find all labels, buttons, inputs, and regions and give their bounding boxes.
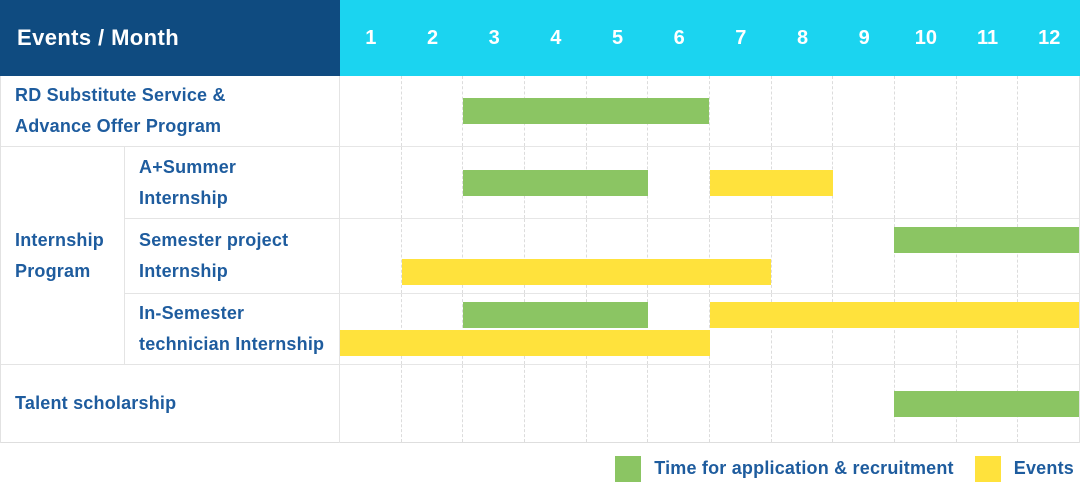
grid-column <box>340 219 401 293</box>
row-label-column: RD Substitute Service & Advance Offer Pr… <box>0 76 340 443</box>
grid-column <box>647 147 709 218</box>
internship-sub-rows: A+Summer Internship Semester project Int… <box>125 147 339 364</box>
grid-column <box>400 147 463 218</box>
month-header-cell: 12 <box>1038 26 1061 49</box>
grid-column <box>832 147 894 218</box>
grid-column <box>400 294 463 364</box>
gantt-bar-yellow <box>709 302 1079 328</box>
grid-column <box>524 219 586 293</box>
table-header-row: Events / Month 1 2 3 4 5 6 7 8 9 10 11 12 <box>0 0 1080 76</box>
month-header-cell: 3 <box>488 26 500 49</box>
grid-column <box>770 365 833 442</box>
legend-item-events: Events <box>974 455 1074 482</box>
month-header-cell: 4 <box>550 26 562 49</box>
grid-column <box>770 76 833 146</box>
grid-column <box>709 219 771 293</box>
chart-row <box>340 294 1079 365</box>
grid-column <box>832 76 894 146</box>
grid-column <box>894 294 956 364</box>
header-title-cell: Events / Month <box>0 0 340 76</box>
chart-area <box>340 76 1080 443</box>
month-header-cell: 1 <box>365 26 377 49</box>
grid-column <box>832 365 894 442</box>
internship-program-group: Internship Program A+Summer Internship S… <box>1 147 339 365</box>
grid-column <box>955 294 1018 364</box>
grid-column <box>340 76 401 146</box>
chart-row <box>340 219 1079 294</box>
grid-column <box>894 219 956 293</box>
month-header-cell: 7 <box>735 26 747 49</box>
grid-column <box>647 219 709 293</box>
grid-column <box>524 365 586 442</box>
grid-column <box>955 76 1018 146</box>
grid-column <box>647 365 709 442</box>
grid-column <box>400 219 463 293</box>
legend-label-application: Time for application & recruitment <box>654 458 954 478</box>
grid-column <box>462 365 524 442</box>
grid-column <box>770 219 833 293</box>
grid-column <box>709 294 771 364</box>
gantt-bar-green <box>463 98 710 124</box>
grid-column <box>462 294 524 364</box>
grid-column <box>585 365 648 442</box>
gantt-bar-green <box>463 302 648 328</box>
group-label-internship-program: Internship Program <box>1 147 125 364</box>
row-label-talent-scholarship: Talent scholarship <box>1 365 339 443</box>
grid-column <box>1017 147 1079 218</box>
grid-column <box>585 219 648 293</box>
month-header-cell: 5 <box>611 26 624 49</box>
grid-column <box>462 219 524 293</box>
row-label-in-semester: In-Semester technician Internship <box>139 303 325 354</box>
grid-column <box>400 365 463 442</box>
month-header-row: 1 2 3 4 5 6 7 8 9 10 11 12 <box>340 0 1080 76</box>
grid-column <box>955 219 1018 293</box>
grid-column <box>585 294 648 364</box>
chart-row <box>340 365 1079 443</box>
grid-column <box>709 76 771 146</box>
month-header-cell: 2 <box>426 26 439 49</box>
grid-column <box>524 294 586 364</box>
grid-column <box>1017 76 1079 146</box>
grid-column <box>709 365 771 442</box>
month-header-cell: 6 <box>673 26 685 49</box>
grid-column <box>955 147 1018 218</box>
grid-column <box>832 219 894 293</box>
gantt-bar-yellow <box>401 259 772 285</box>
gantt-bar-yellow <box>340 330 710 356</box>
grid-column <box>770 294 833 364</box>
grid-column <box>1017 294 1079 364</box>
legend-swatch-yellow-icon <box>974 455 1001 482</box>
table-body: RD Substitute Service & Advance Offer Pr… <box>0 76 1080 443</box>
month-header-cell: 10 <box>914 26 937 49</box>
gantt-bar-yellow <box>709 169 833 196</box>
legend-label-events: Events <box>1013 458 1074 478</box>
grid-column <box>647 294 709 364</box>
grid-column <box>462 76 524 146</box>
gantt-bar-green <box>894 227 1079 253</box>
legend-item-application: Time for application & recruitment <box>615 455 954 482</box>
grid-column <box>894 147 956 218</box>
row-label-a-summer: A+Summer Internship <box>125 147 339 219</box>
grid-column <box>832 294 894 364</box>
grid-column <box>400 76 463 146</box>
grid-column <box>462 147 524 218</box>
grid-column <box>894 76 956 146</box>
legend-swatch-green-icon <box>615 455 642 482</box>
month-header-cell: 9 <box>858 26 870 49</box>
legend: Time for application & recruitment Event… <box>0 443 1080 494</box>
row-label-rd-substitute: RD Substitute Service & Advance Offer Pr… <box>1 76 339 147</box>
month-header-cell: 8 <box>796 26 809 49</box>
chart-row <box>340 76 1079 147</box>
gantt-bar-green <box>894 390 1079 417</box>
chart-row <box>340 147 1079 219</box>
grid-column <box>340 147 401 218</box>
grid-column <box>340 365 401 442</box>
grid-column <box>1017 219 1079 293</box>
month-header-cell: 11 <box>976 26 999 49</box>
gantt-bar-green <box>463 169 648 196</box>
row-label-semester-project: Semester project Internship <box>125 219 339 294</box>
